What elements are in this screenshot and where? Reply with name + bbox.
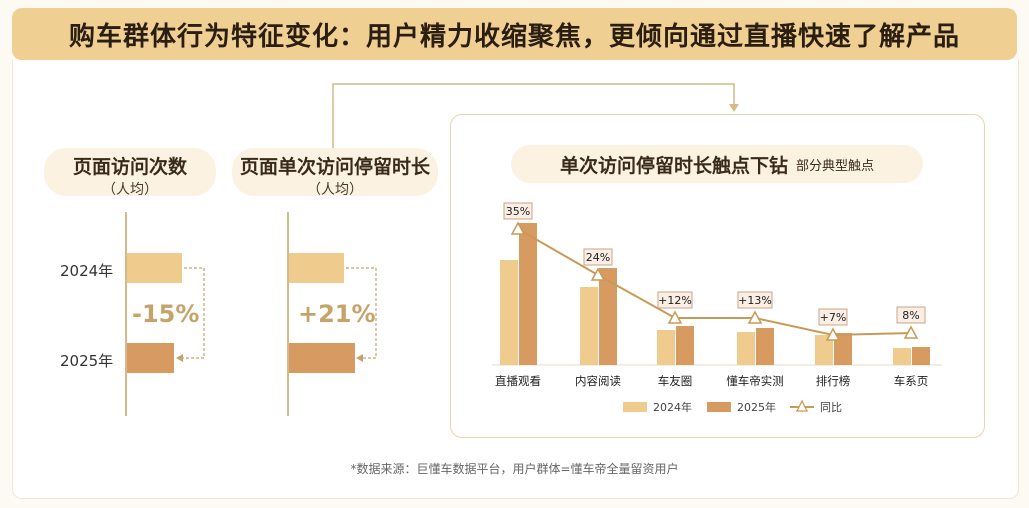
category-label: 排行榜 <box>816 374 851 388</box>
bar-2024-duration <box>289 253 344 283</box>
legend-marker <box>795 399 809 412</box>
bar-2024 <box>815 335 833 365</box>
axis-line <box>287 212 289 416</box>
yoy-label-box <box>503 202 533 220</box>
drilldown-title-pill: 单次访问停留时长触点下钻 部分典型触点 <box>511 145 923 183</box>
bar-2025-duration <box>289 343 355 373</box>
yoy-label: +13% <box>738 294 772 307</box>
metric-pill-visits: 页面访问次数 （人均） <box>44 148 216 198</box>
yoy-marker <box>903 325 919 339</box>
yoy-line <box>517 228 912 337</box>
legend-label: 2025年 <box>737 400 776 414</box>
year-label: 2024年 <box>60 262 114 280</box>
drilldown-panel: 单次访问停留时长触点下钻 部分典型触点 <box>450 114 985 438</box>
category-label: 懂车帝实测 <box>726 374 784 388</box>
metric-pill-duration: 页面单次访问停留时长 （人均） <box>232 148 438 198</box>
bar-2025 <box>519 223 537 365</box>
bar-2025 <box>834 333 852 365</box>
yoy-marker <box>747 310 763 324</box>
category-label: 内容阅读 <box>575 374 621 388</box>
yoy-label: +7% <box>820 311 847 324</box>
category-label: 车友圈 <box>658 374 693 388</box>
yoy-label: +12% <box>658 294 692 307</box>
bar-2024 <box>580 287 598 365</box>
yoy-marker <box>667 310 683 324</box>
drilldown-subtitle: 部分典型触点 <box>796 158 875 174</box>
yoy-label-box <box>818 308 848 326</box>
bar-2024 <box>893 348 911 365</box>
metric-title: 页面单次访问停留时长 <box>239 156 430 178</box>
drilldown-title: 单次访问停留时长触点下钻 <box>559 154 788 177</box>
bar-2025 <box>599 268 617 365</box>
yoy-label: 24% <box>586 251 610 264</box>
change-label: +21% <box>298 300 376 328</box>
yoy-marker <box>510 221 526 235</box>
bar-2024 <box>657 330 675 365</box>
yoy-label: 35% <box>506 205 530 218</box>
bar-2025 <box>676 326 694 365</box>
category-label: 直播观看 <box>495 374 541 388</box>
bar-2025 <box>912 347 930 365</box>
page-title: 购车群体行为特征变化：用户精力收缩聚焦，更倾向通过直播快速了解产品 <box>68 21 960 52</box>
bar-2025 <box>756 328 774 365</box>
legend-label: 同比 <box>820 401 842 414</box>
bar-2024 <box>500 260 518 365</box>
bar-2024 <box>737 332 755 365</box>
change-label: -15% <box>132 300 200 328</box>
year-label: 2025年 <box>60 352 114 370</box>
legend-swatch <box>623 402 647 412</box>
bar-2025-visits <box>127 343 174 373</box>
yoy-label-box <box>657 291 693 309</box>
bar-2024-visits <box>127 253 182 283</box>
yoy-label: 8% <box>902 309 919 322</box>
yoy-label-box <box>896 306 926 324</box>
metric-subtitle: （人均） <box>102 182 158 198</box>
yoy-label-box <box>583 248 613 266</box>
yoy-label-box <box>737 291 773 309</box>
yoy-marker <box>825 327 841 341</box>
metric-subtitle: （人均） <box>307 182 363 198</box>
metric-title: 页面访问次数 <box>72 156 187 178</box>
axis-line <box>125 212 127 416</box>
legend-swatch <box>707 402 731 412</box>
legend-label: 2024年 <box>653 400 692 414</box>
title-banner: 购车群体行为特征变化：用户精力收缩聚焦，更倾向通过直播快速了解产品 <box>12 8 1017 60</box>
category-label: 车系页 <box>894 374 929 388</box>
yoy-marker <box>590 267 606 281</box>
source-note: *数据来源：巨懂车数据平台，用户群体=懂车帝全量留资用户 <box>350 462 679 476</box>
